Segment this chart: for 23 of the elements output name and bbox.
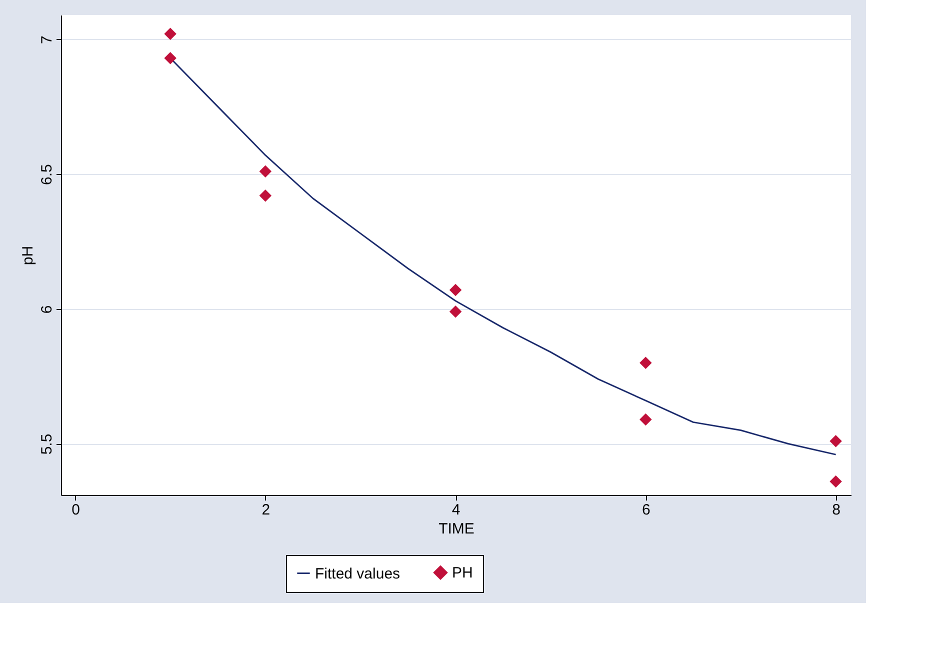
point: [164, 28, 176, 40]
x-tick-label: 2: [262, 502, 270, 518]
legend-label: Fitted values: [315, 565, 400, 582]
y-tick-label: 6: [38, 305, 56, 314]
point: [449, 306, 462, 318]
point: [640, 413, 652, 426]
y-tick-label: 5.5: [38, 434, 56, 455]
x-tick-label: 6: [642, 502, 650, 518]
point: [259, 190, 272, 202]
x-tick-label: 0: [72, 502, 80, 518]
y-axis-title: pH: [20, 246, 36, 266]
point: [164, 52, 176, 64]
x-axis-title: TIME: [438, 520, 474, 538]
point: [449, 284, 462, 296]
y-tick-label: 7: [38, 36, 56, 44]
legend-label: PH: [452, 564, 473, 582]
point: [830, 475, 842, 488]
x-tick-label: 4: [452, 502, 460, 518]
point: [830, 434, 842, 448]
x-tick-label: 8: [832, 502, 840, 518]
y-tick-label: 6.5: [38, 164, 56, 186]
point: [640, 356, 652, 369]
point: [259, 165, 272, 178]
